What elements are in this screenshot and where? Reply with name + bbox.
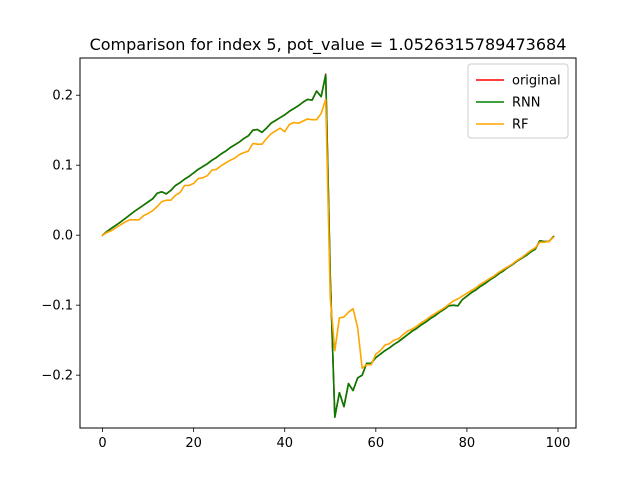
- legend-box: [467, 63, 569, 139]
- y-tick-label: 0.2: [52, 89, 73, 104]
- x-tick-label: 20: [185, 436, 202, 451]
- plot-lines: [101, 73, 555, 418]
- y-tick-label: −0.1: [41, 299, 73, 314]
- x-tick-label: 40: [276, 436, 293, 451]
- y-axis-ticks: −0.2 −0.1 0.0 0.1 0.2: [41, 89, 80, 384]
- x-tick-label: 0: [98, 436, 106, 451]
- x-tick-label: 60: [368, 436, 385, 451]
- y-tick-label: 0.1: [52, 159, 73, 174]
- chart-title: Comparison for index 5, pot_value = 1.05…: [90, 35, 567, 55]
- series-line-rf: [101, 98, 555, 369]
- legend-label-rnn: RNN: [512, 96, 540, 111]
- x-axis-ticks: 0 20 40 60 80 100: [98, 428, 570, 451]
- legend: original RNN RF: [467, 63, 569, 139]
- x-tick-label: 80: [459, 436, 476, 451]
- plot-frame: [79, 57, 577, 429]
- y-tick-label: −0.2: [41, 369, 73, 384]
- legend-label-original: original: [512, 74, 561, 89]
- x-tick-label: 100: [546, 436, 571, 451]
- y-tick-label: 0.0: [52, 229, 73, 244]
- legend-label-rf: RF: [512, 118, 529, 133]
